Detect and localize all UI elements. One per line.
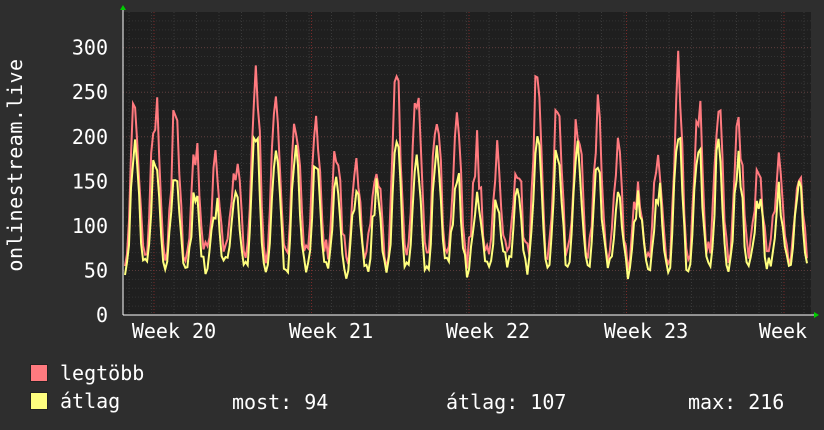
stat-now: most: 94 (232, 390, 329, 414)
y-tick-label: 250 (72, 80, 108, 104)
legend-swatch-avg (30, 392, 48, 410)
y-tick-label: 150 (72, 169, 108, 193)
x-tick-label: Week 22 (446, 319, 530, 343)
x-axis-arrow (814, 312, 819, 318)
stat-avg: átlag: 107 (446, 390, 567, 414)
y-axis-arrow (120, 5, 126, 10)
stat-max: max: 216 (688, 390, 785, 414)
y-tick-label: 100 (72, 214, 108, 238)
x-tick-label: Week 23 (604, 319, 688, 343)
y-tick-label: 200 (72, 125, 108, 149)
legend-swatch-max (30, 364, 48, 382)
legend-item-max: legtöbb (30, 361, 145, 385)
x-tick-label: Week 21 (289, 319, 373, 343)
y-axis-label: onlinestream.live (3, 58, 27, 272)
series-line-avg (124, 134, 808, 280)
line-chart: 0 50 100 150 200 250 300 Week 20 Week 21 Week 22 W… (72, 5, 819, 343)
legend-item-avg: átlag (30, 389, 121, 413)
legend-label-avg: átlag (60, 389, 121, 413)
y-tick-label: 300 (72, 36, 108, 60)
y-tick-label: 0 (96, 303, 108, 327)
y-tick-label: 50 (84, 258, 108, 282)
legend-label-max: legtöbb (60, 361, 145, 385)
x-tick-label: Week (759, 319, 807, 343)
y-axis-label-wrap: onlinestream.live (0, 0, 30, 320)
x-tick-label: Week 20 (132, 319, 216, 343)
